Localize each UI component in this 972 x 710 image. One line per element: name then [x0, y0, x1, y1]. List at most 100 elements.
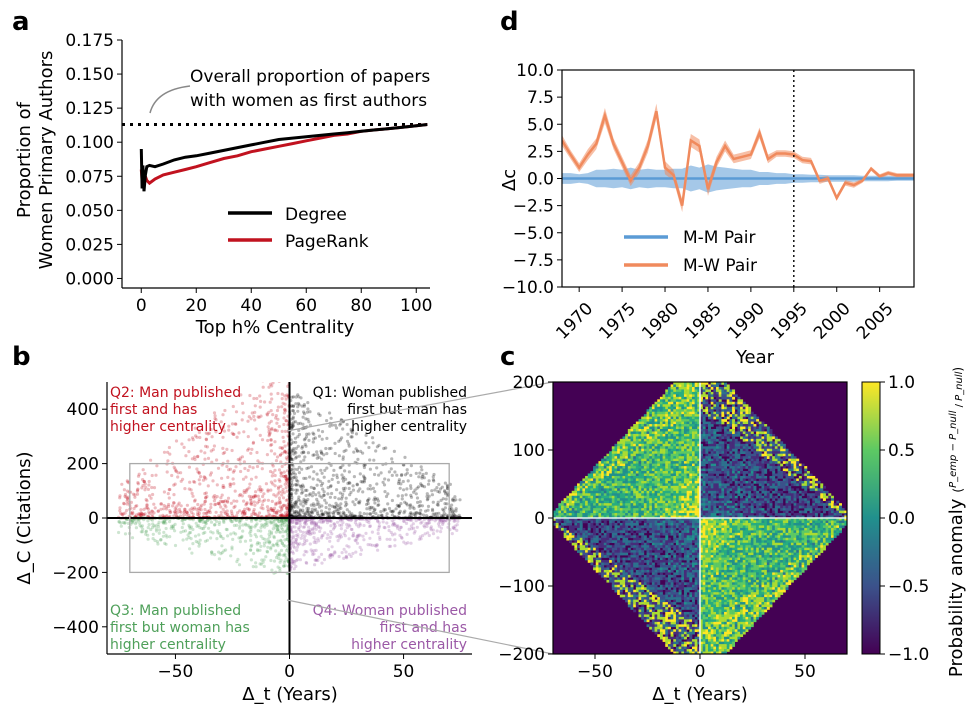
point-q1 — [397, 480, 401, 484]
heatmap-cell — [622, 466, 626, 469]
point-q2 — [197, 513, 201, 517]
point-q1 — [291, 409, 295, 413]
heatmap-cell — [579, 535, 583, 539]
heatmap-cell — [571, 530, 575, 534]
heatmap-cell — [625, 552, 629, 556]
heatmap-cell — [651, 597, 655, 600]
heatmap-cell — [619, 567, 623, 571]
point-q2 — [203, 507, 207, 512]
heatmap-cell — [590, 503, 594, 506]
point-q4 — [326, 547, 331, 552]
heatmap-cell — [657, 552, 661, 556]
heatmap-cell — [646, 619, 650, 623]
point-q4 — [366, 543, 370, 547]
heatmap-cell — [657, 609, 661, 613]
heatmap-cell — [614, 513, 618, 516]
heatmap-cell — [603, 555, 607, 558]
heatmap-cell — [657, 458, 661, 462]
heatmap-cell — [638, 564, 642, 568]
heatmap-cell — [643, 537, 647, 541]
point-q4 — [312, 531, 316, 535]
point-q1 — [305, 466, 309, 471]
point-q2 — [276, 417, 280, 421]
heatmap-cell — [625, 448, 629, 452]
heatmap-cell — [633, 589, 637, 593]
point-q4 — [302, 553, 306, 557]
heatmap-cell — [614, 587, 618, 591]
point-q2 — [206, 456, 211, 460]
heatmap-cell — [555, 522, 559, 526]
heatmap-cell — [622, 483, 626, 487]
heatmap-cell — [587, 552, 591, 556]
heatmap-cell — [654, 436, 658, 440]
point-q4 — [314, 527, 318, 531]
heatmap-cell — [617, 555, 621, 558]
point-q2 — [261, 385, 265, 389]
heatmap-cell — [625, 550, 629, 553]
heatmap-cell — [651, 478, 655, 482]
heatmap-cell — [633, 555, 637, 558]
point-q1 — [396, 481, 401, 486]
point-q2 — [182, 445, 186, 449]
point-q2 — [246, 435, 250, 439]
point-q1 — [312, 432, 316, 436]
point-q4 — [329, 519, 333, 524]
heatmap-cell — [577, 483, 581, 487]
heatmap-cell — [582, 478, 586, 482]
point-q4 — [389, 530, 393, 535]
point-q2 — [223, 510, 227, 514]
heatmap-cell — [625, 542, 629, 546]
point-q2 — [196, 510, 200, 514]
point-q4 — [305, 550, 309, 554]
heatmap-cell — [595, 547, 599, 551]
heatmap-cell — [617, 552, 621, 556]
heatmap-cell — [601, 490, 605, 494]
point-q1 — [335, 507, 339, 511]
point-q2 — [272, 506, 277, 510]
heatmap-cell — [569, 493, 573, 497]
point-q1 — [291, 464, 295, 468]
heatmap-cell — [651, 619, 655, 623]
point-q3 — [159, 538, 163, 542]
heatmap-cell — [606, 542, 610, 546]
point-q2 — [202, 475, 206, 479]
heatmap-cell — [635, 438, 639, 442]
heatmap-cell — [633, 431, 637, 435]
heatmap-cell — [614, 448, 618, 452]
point-q4 — [319, 552, 324, 557]
point-q2 — [131, 510, 135, 514]
point-q2 — [281, 496, 286, 500]
point-q4 — [392, 522, 396, 526]
point-q4 — [424, 521, 428, 525]
heatmap-cell — [646, 562, 650, 566]
point-q2 — [198, 482, 202, 486]
heatmap-cell — [622, 443, 626, 447]
point-q3 — [238, 540, 242, 544]
heatmap-cell — [617, 478, 621, 482]
point-q3 — [191, 527, 195, 532]
point-q1 — [302, 476, 306, 480]
heatmap-cell — [603, 488, 607, 492]
point-q1 — [369, 505, 373, 509]
point-q1 — [413, 488, 417, 492]
point-q1 — [305, 432, 309, 436]
point-q3 — [253, 533, 257, 537]
heatmap-cell — [643, 611, 647, 615]
point-q1 — [321, 487, 325, 491]
d-ytick-label: 7.5 — [527, 88, 554, 108]
heatmap-cell — [657, 473, 661, 477]
heatmap-cell — [579, 508, 583, 511]
point-q2 — [171, 504, 175, 508]
heatmap-cell — [609, 458, 613, 462]
heatmap-cell — [601, 527, 605, 531]
a-ytick-label: 0.100 — [65, 133, 114, 153]
heatmap-cell — [622, 453, 626, 457]
point-q3 — [268, 519, 272, 523]
heatmap-cell — [659, 421, 663, 425]
heatmap-cell — [630, 485, 634, 489]
heatmap-cell — [611, 552, 615, 556]
point-q1 — [419, 465, 423, 469]
heatmap-cell — [587, 485, 591, 489]
heatmap-cell — [649, 466, 653, 469]
heatmap-cell — [566, 520, 570, 524]
